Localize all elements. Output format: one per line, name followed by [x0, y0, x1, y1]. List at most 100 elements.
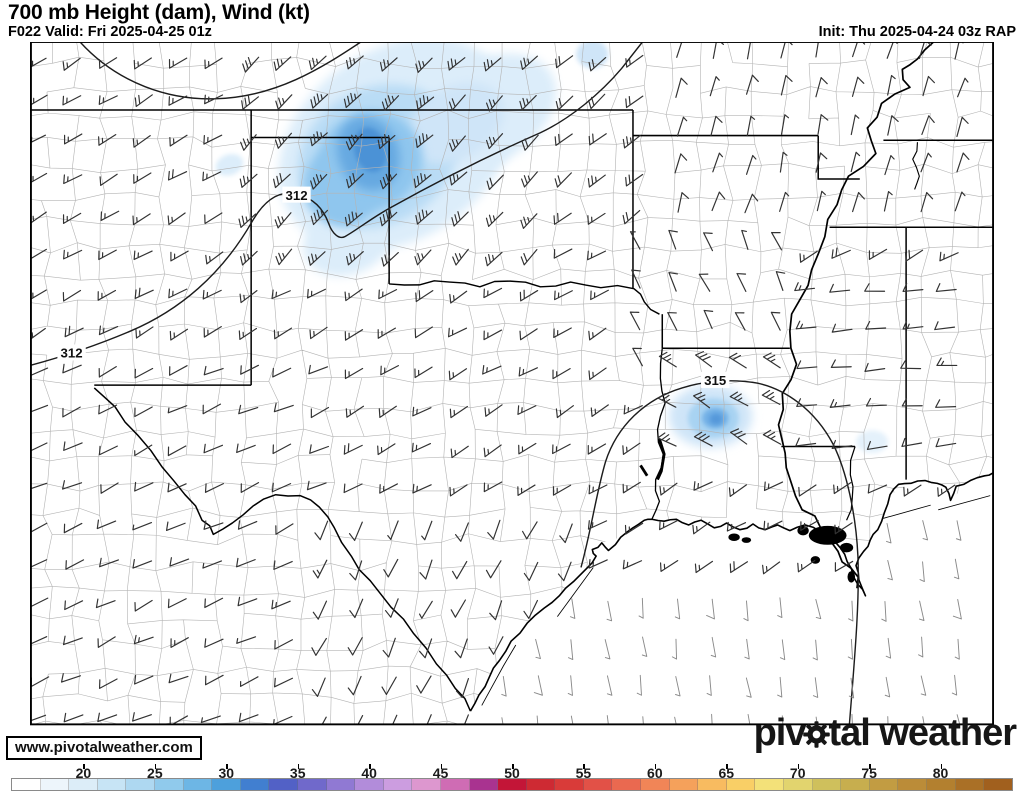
- wind-barbs-land: [30, 42, 970, 725]
- shading-blob: [406, 82, 504, 164]
- colorbar-cell: [841, 779, 870, 790]
- colorbar-cell: [269, 779, 298, 790]
- colorbar-cell: [355, 779, 384, 790]
- colorbar-cell: [212, 779, 241, 790]
- contour-label-bg: [282, 186, 311, 203]
- colorbar-cell: [726, 779, 756, 790]
- mississippi-river: [777, 42, 935, 589]
- red-river: [389, 280, 660, 315]
- colorbar-label: 35: [289, 765, 306, 781]
- colorbar-label: 55: [575, 765, 592, 781]
- colorbar-cell: [469, 779, 499, 790]
- colorbar-label: 45: [432, 765, 449, 781]
- colorbar-tick: [726, 764, 728, 769]
- contour-labels: 312 312 315: [57, 186, 730, 388]
- colorbar-cell: [583, 779, 613, 790]
- colorbar-tick: [369, 764, 371, 769]
- weather-map-canvas[interactable]: 312 312 315: [0, 42, 1024, 765]
- colorbar-tick: [869, 764, 871, 769]
- colorbar-cell: [440, 779, 470, 790]
- colorbar-label: 80: [932, 765, 949, 781]
- colorbar-cell: [927, 779, 956, 790]
- gulf-coastline: [469, 472, 994, 712]
- colorbar-tick: [226, 764, 228, 769]
- init-time-label: Init: Thu 2025-04-24 03z RAP: [818, 24, 1016, 40]
- county-boundaries: [30, 42, 994, 725]
- barrier-island: [938, 495, 991, 511]
- colorbar-cell: [526, 779, 556, 790]
- tennessee-river: [912, 142, 920, 190]
- reservoir: [656, 438, 666, 481]
- sabine-river: [651, 348, 666, 520]
- colorbar-cell: [955, 779, 985, 790]
- colorbar-cell: [240, 779, 270, 790]
- colorbar-label: 60: [647, 765, 663, 781]
- map-frame: [30, 42, 994, 726]
- colorbar-label: 70: [789, 765, 806, 781]
- colorbar-label: 75: [861, 765, 877, 781]
- contour-label: 315: [704, 373, 726, 388]
- reservoir: [639, 464, 649, 477]
- colorbar-tick: [654, 764, 657, 769]
- colorbar-label: 65: [718, 765, 735, 781]
- pivotal-weather-logo: piv tal weather: [753, 712, 1017, 754]
- contour-label: 312: [61, 346, 83, 361]
- rio-grande: [93, 387, 472, 712]
- colorbar-label: 30: [218, 765, 235, 781]
- colorbar-cell: [126, 779, 155, 790]
- colorbar-cell: [555, 779, 584, 790]
- wind-speed-shading: [215, 42, 889, 454]
- colorbar-cell: [812, 779, 842, 790]
- shading-blob: [856, 430, 889, 454]
- lake: [839, 542, 854, 553]
- pearl-river: [846, 446, 856, 521]
- colorbar-cell: [869, 779, 899, 790]
- lake: [728, 533, 740, 542]
- colorbar-cell: [97, 779, 127, 790]
- gear-icon: [803, 721, 831, 748]
- contour-label-bg: [57, 344, 86, 361]
- colorbar-cell: [984, 779, 1012, 790]
- colorbar-cell: [69, 779, 98, 790]
- valid-time-label: F022 Valid: Fri 2025-04-25 01z: [8, 24, 212, 40]
- colorbar-tick: [83, 764, 85, 769]
- colorbar-tick: [297, 764, 300, 769]
- shading-blob: [576, 42, 609, 69]
- colorbar-label: 50: [504, 765, 520, 781]
- colorbar-cell: [755, 779, 785, 790]
- colorbar-label: 25: [147, 765, 163, 781]
- colorbar-cell: [641, 779, 670, 790]
- shading-blob: [709, 413, 723, 425]
- colorbar-cell: [784, 779, 813, 790]
- map-layers: 312 312 315: [30, 42, 994, 725]
- barrier-island: [883, 504, 931, 519]
- logo-text-post: tal weather: [828, 712, 1017, 754]
- colorbar-cell: [40, 779, 70, 790]
- colorbar-tick: [940, 764, 943, 769]
- colorbar-tick: [583, 764, 585, 769]
- colorbar-cell: [669, 779, 699, 790]
- colorbar-cell: [183, 779, 213, 790]
- lake: [741, 537, 752, 543]
- map-header: 700 mb Height (dam), Wind (kt) F022 Vali…: [0, 0, 1024, 42]
- lakes-layer: [639, 438, 856, 583]
- colorbar-cell: [154, 779, 184, 790]
- logo-text-pre: piv: [753, 712, 807, 754]
- colorbar-label: 20: [75, 765, 92, 781]
- contour-label: 312: [285, 188, 307, 203]
- colorbar-cell: [412, 779, 441, 790]
- colorbar-tick: [440, 764, 443, 769]
- barrier-island: [557, 567, 594, 617]
- colorbar-cell: [12, 779, 41, 790]
- colorbar-cell: [297, 779, 327, 790]
- colorbar-tick: [154, 764, 157, 769]
- colorbar-cell: [383, 779, 413, 790]
- barrier-island: [481, 644, 517, 706]
- map-title: 700 mb Height (dam), Wind (kt): [8, 1, 310, 24]
- watermark-link[interactable]: www.pivotalweather.com: [6, 736, 202, 760]
- colorbar-cell: [326, 779, 356, 790]
- wind-barbs-gulf: [501, 520, 962, 725]
- colorbar-cell: [498, 779, 527, 790]
- colorbar-legend: 20 25 30 35 40 45 50 55 60 65 70 75 80: [0, 764, 1024, 791]
